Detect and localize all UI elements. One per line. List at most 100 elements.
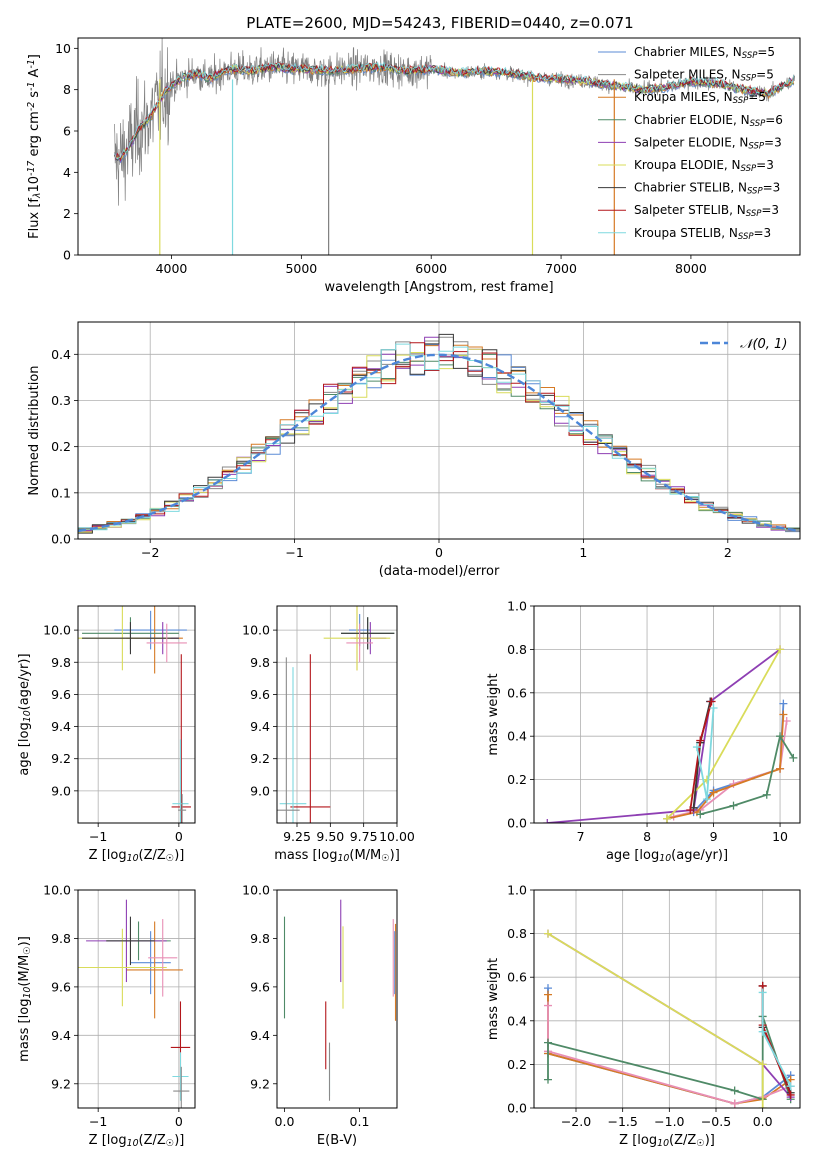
axes-frame (77, 37, 801, 256)
x-tick-label: 4000 (156, 261, 188, 276)
legend-entry: Kroupa MILES, NSSP=5 (634, 90, 766, 106)
mass-weight-marker (779, 699, 788, 708)
x-axis-label: Z [log10(Z/Z☉)] (89, 1133, 185, 1149)
mass-weight-marker (776, 732, 785, 741)
axes-residuals: −2 −1 0 1 2 0.0 0.1 0.2 0.3 0.4 (data-model)/error… (27, 321, 801, 579)
mass-weight-marker (544, 929, 552, 938)
y-tick-label: 9.4 (250, 1028, 270, 1043)
y-tick-label: 9.6 (250, 979, 270, 994)
mass-weight-marker (709, 788, 718, 797)
x-axis-label: Z [log10(Z/Z☉)] (89, 848, 185, 864)
y-tick-label: 0.2 (51, 439, 71, 454)
y-tick-label: 0.1 (51, 485, 71, 500)
y-tick-label: 0.0 (51, 532, 71, 547)
mass-weight-marker (758, 1104, 767, 1108)
y-tick-label: 0.2 (507, 772, 527, 787)
y-axis-label: Normed distribution (27, 365, 42, 495)
x-tick-label: −1 (89, 1114, 107, 1129)
x-axis-label: age [log10(age/yr)] (606, 848, 728, 864)
mass-weight-marker (762, 790, 771, 799)
x-tick-label: 0 (175, 829, 183, 844)
mass-weight-marker (696, 810, 705, 819)
y-tick-label: 0.8 (507, 642, 527, 657)
axes-frame (77, 889, 196, 1109)
mass-weight-marker (707, 697, 716, 706)
mass-weight-marker (730, 1099, 739, 1108)
legend-entry: 𝒩(0, 1) (740, 337, 787, 352)
axes-spectrum: 4000 5000 6000 7000 8000 0 2 4 6 8 10 wavelength [A… (26, 37, 801, 295)
axes-mass-vs-Z: −1 0 9.2 9.4 9.6 9.8 10.0 Z [log10(Z/Z☉)] mass [… (17, 883, 196, 1149)
x-tick-label: 8000 (675, 261, 707, 276)
mass-weight-marker (696, 736, 705, 745)
y-tick-label: 9.2 (51, 1076, 71, 1091)
y-tick-label: 0.0 (507, 1101, 527, 1116)
mass-weight-marker (702, 795, 711, 804)
axes-massweight-vs-Z: −2.0 −1.5 −1.0 −0.5 0.0 0.0 0.2 0.4 0.6 0.8 1.0 Z [… (486, 883, 801, 1149)
mass-weight-marker (692, 743, 701, 752)
legend-entry: Chabrier STELIB, NSSP=3 (634, 181, 780, 197)
mass-weight-marker (709, 703, 718, 712)
x-axis-label: (data-model)/error (379, 564, 500, 579)
y-tick-label: 9.4 (250, 719, 270, 734)
mass-weight-marker (789, 753, 798, 762)
x-tick-label: 7000 (545, 261, 577, 276)
y-tick-label: 0 (63, 248, 71, 263)
y-tick-label: 0.0 (507, 816, 527, 831)
y-tick-label: 9.8 (250, 931, 270, 946)
mass-weight-marker (544, 1001, 552, 1010)
mass-weight-marker (758, 1027, 767, 1036)
x-tick-label: 5000 (285, 261, 317, 276)
y-tick-label: 9.8 (51, 931, 71, 946)
axes-frame (276, 889, 398, 1109)
y-axis-label: mass weight (486, 958, 501, 1040)
y-tick-label: 0.4 (507, 1013, 527, 1028)
axes-frame (276, 605, 398, 824)
mass-weight-marker (776, 764, 785, 773)
legend-entry: Chabrier MILES, NSSP=5 (634, 45, 775, 61)
y-axis-label: age [log10(age/yr)] (17, 653, 33, 775)
x-tick-label: 9.50 (316, 829, 344, 844)
y-tick-label: 9.8 (250, 655, 270, 670)
y-tick-label: 9.0 (250, 783, 270, 798)
x-tick-label: −2.0 (561, 1114, 591, 1129)
y-tick-label: 9.2 (51, 751, 71, 766)
x-axis-label: Z [log10(Z/Z☉)] (619, 1133, 715, 1149)
mass-weight-marker (776, 645, 785, 654)
legend-entry: Salpeter STELIB, NSSP=3 (634, 203, 779, 219)
x-tick-label: −1.0 (654, 1114, 684, 1129)
legend-entry: Kroupa STELIB, NSSP=3 (634, 226, 771, 242)
x-tick-label: 8 (643, 829, 651, 844)
plot-area (544, 929, 795, 1108)
mass-weight-marker (758, 988, 767, 997)
y-tick-label: 10 (55, 41, 71, 56)
y-tick-label: 9.6 (250, 687, 270, 702)
x-tick-label: −1.5 (607, 1114, 637, 1129)
legend-entry: Kroupa ELODIE, NSSP=3 (634, 158, 774, 174)
figure-title: PLATE=2600, MJD=54243, FIBERID=0440, z=0… (246, 14, 633, 32)
legend-entry: Chabrier ELODIE, NSSP=6 (634, 113, 783, 129)
x-tick-label: 9 (710, 829, 718, 844)
mass-weight-marker (543, 819, 552, 823)
y-axis-label: mass [log10(M/M☉)] (17, 936, 33, 1062)
y-tick-label: 9.0 (51, 783, 71, 798)
y-tick-label: 8 (63, 82, 71, 97)
plot-area (543, 645, 798, 823)
mass-weight-marker (544, 1075, 552, 1084)
x-tick-label: −0.5 (701, 1114, 731, 1129)
mass-weight-marker (779, 710, 788, 719)
x-tick-label: −1 (285, 545, 303, 560)
normal-curve (78, 353, 798, 533)
plot-area (277, 606, 395, 823)
y-tick-label: 9.2 (250, 1076, 270, 1091)
x-tick-label: 10.00 (379, 829, 415, 844)
mass-weight-marker (758, 1060, 767, 1069)
axes-mass-vs-EBV: 0.0 0.1 9.2 9.4 9.6 9.8 10.0 E(B-V) (242, 883, 398, 1148)
legend: 𝒩(0, 1) (700, 337, 787, 352)
x-tick-label: 0.1 (350, 1114, 370, 1129)
histogram-step (78, 343, 800, 531)
axes-frame (533, 889, 801, 1109)
mass-weight-marker (663, 814, 671, 823)
y-tick-label: 10.0 (43, 883, 71, 898)
plot-area (113, 38, 795, 255)
y-tick-label: 0.6 (507, 970, 527, 985)
